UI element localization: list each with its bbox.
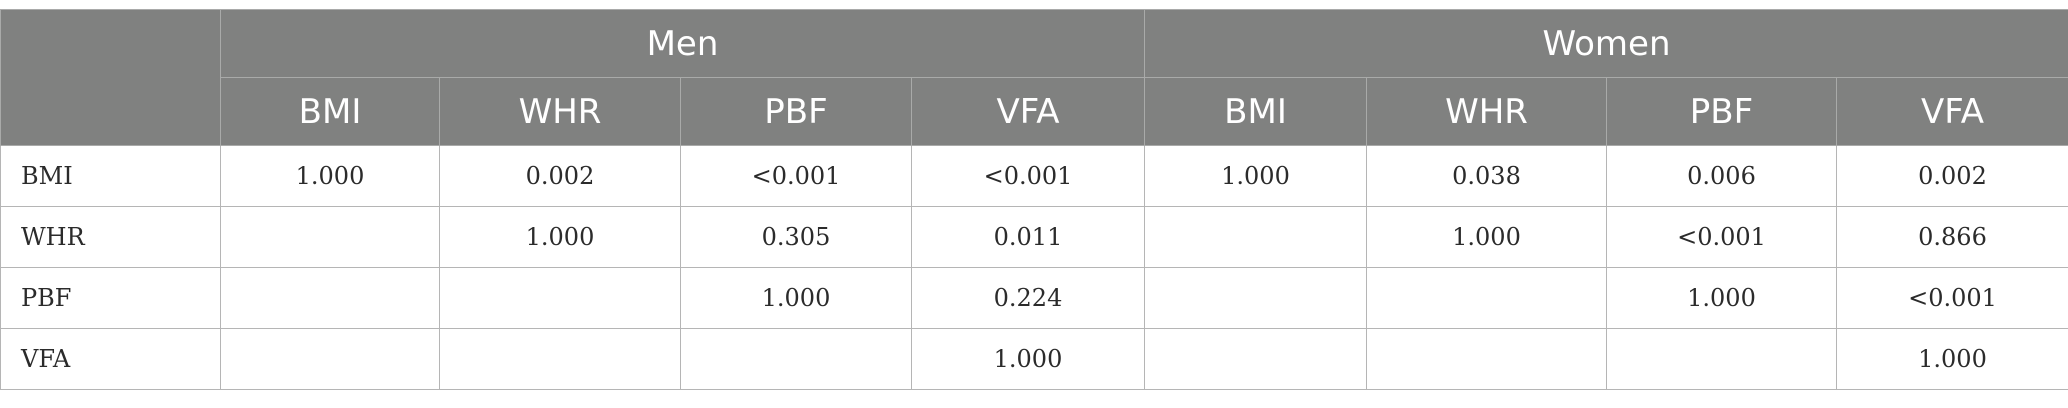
column-header: BMI <box>1144 77 1367 146</box>
column-header: PBF <box>1606 77 1837 146</box>
table-cell: 1.000 <box>680 267 912 329</box>
table-cell: 0.866 <box>1835 206 2068 268</box>
row-label: VFA <box>0 328 221 390</box>
table-cell: 0.305 <box>680 206 912 268</box>
column-header: WHR <box>1366 77 1607 146</box>
correlation-table-container: Men Women BMI WHR PBF VFA BMI WHR PBF VF… <box>0 9 2068 390</box>
column-header: PBF <box>680 77 912 146</box>
column-header: VFA <box>911 77 1145 146</box>
table-cell: 1.000 <box>1144 145 1367 207</box>
column-header: VFA <box>1835 77 2068 146</box>
column-header: WHR <box>439 77 681 146</box>
table-cell <box>680 328 912 390</box>
column-header: BMI <box>220 77 440 146</box>
correlation-table: Men Women BMI WHR PBF VFA BMI WHR PBF VF… <box>0 9 2068 390</box>
table-cell <box>1144 267 1367 329</box>
table-cell: 0.038 <box>1366 145 1607 207</box>
table-cell: 0.002 <box>1835 145 2068 207</box>
table-cell: 0.224 <box>911 267 1145 329</box>
table-cell <box>1366 328 1607 390</box>
table-cell <box>439 267 681 329</box>
row-label: PBF <box>0 267 221 329</box>
table-cell: 1.000 <box>1835 328 2068 390</box>
table-cell: <0.001 <box>911 145 1145 207</box>
table-cell: <0.001 <box>1606 206 1837 268</box>
table-cell <box>220 267 440 329</box>
corner-header-cell <box>0 9 221 146</box>
group-header-women: Women <box>1143 9 2068 78</box>
table-cell <box>439 328 681 390</box>
table-cell <box>220 206 440 268</box>
table-cell: <0.001 <box>680 145 912 207</box>
subheader-row: BMI WHR PBF VFA BMI WHR PBF VFA <box>1 77 2068 146</box>
table-row: VFA 1.000 1.000 <box>0 328 2068 390</box>
group-header-row: Men Women <box>0 9 2068 146</box>
table-cell <box>220 328 440 390</box>
table-cell: 0.002 <box>439 145 681 207</box>
table-cell: <0.001 <box>1835 267 2068 329</box>
table-cell: 0.011 <box>911 206 1145 268</box>
table-cell: 1.000 <box>911 328 1145 390</box>
table-cell <box>1606 328 1837 390</box>
row-label: WHR <box>0 206 221 268</box>
table-cell: 1.000 <box>439 206 681 268</box>
table-row: PBF 1.000 0.224 1.000 <0.001 <box>0 267 2068 329</box>
table-row: BMI 1.000 0.002 <0.001 <0.001 1.000 0.03… <box>0 145 2068 207</box>
table-cell <box>1144 206 1367 268</box>
table-cell: 1.000 <box>220 145 440 207</box>
table-cell: 1.000 <box>1366 206 1607 268</box>
table-cell <box>1366 267 1607 329</box>
table-cell <box>1144 328 1367 390</box>
table-cell: 1.000 <box>1606 267 1837 329</box>
group-header-men: Men <box>220 9 1145 78</box>
table-row: WHR 1.000 0.305 0.011 1.000 <0.001 0.866 <box>0 206 2068 268</box>
table-cell: 0.006 <box>1606 145 1837 207</box>
row-label: BMI <box>0 145 221 207</box>
